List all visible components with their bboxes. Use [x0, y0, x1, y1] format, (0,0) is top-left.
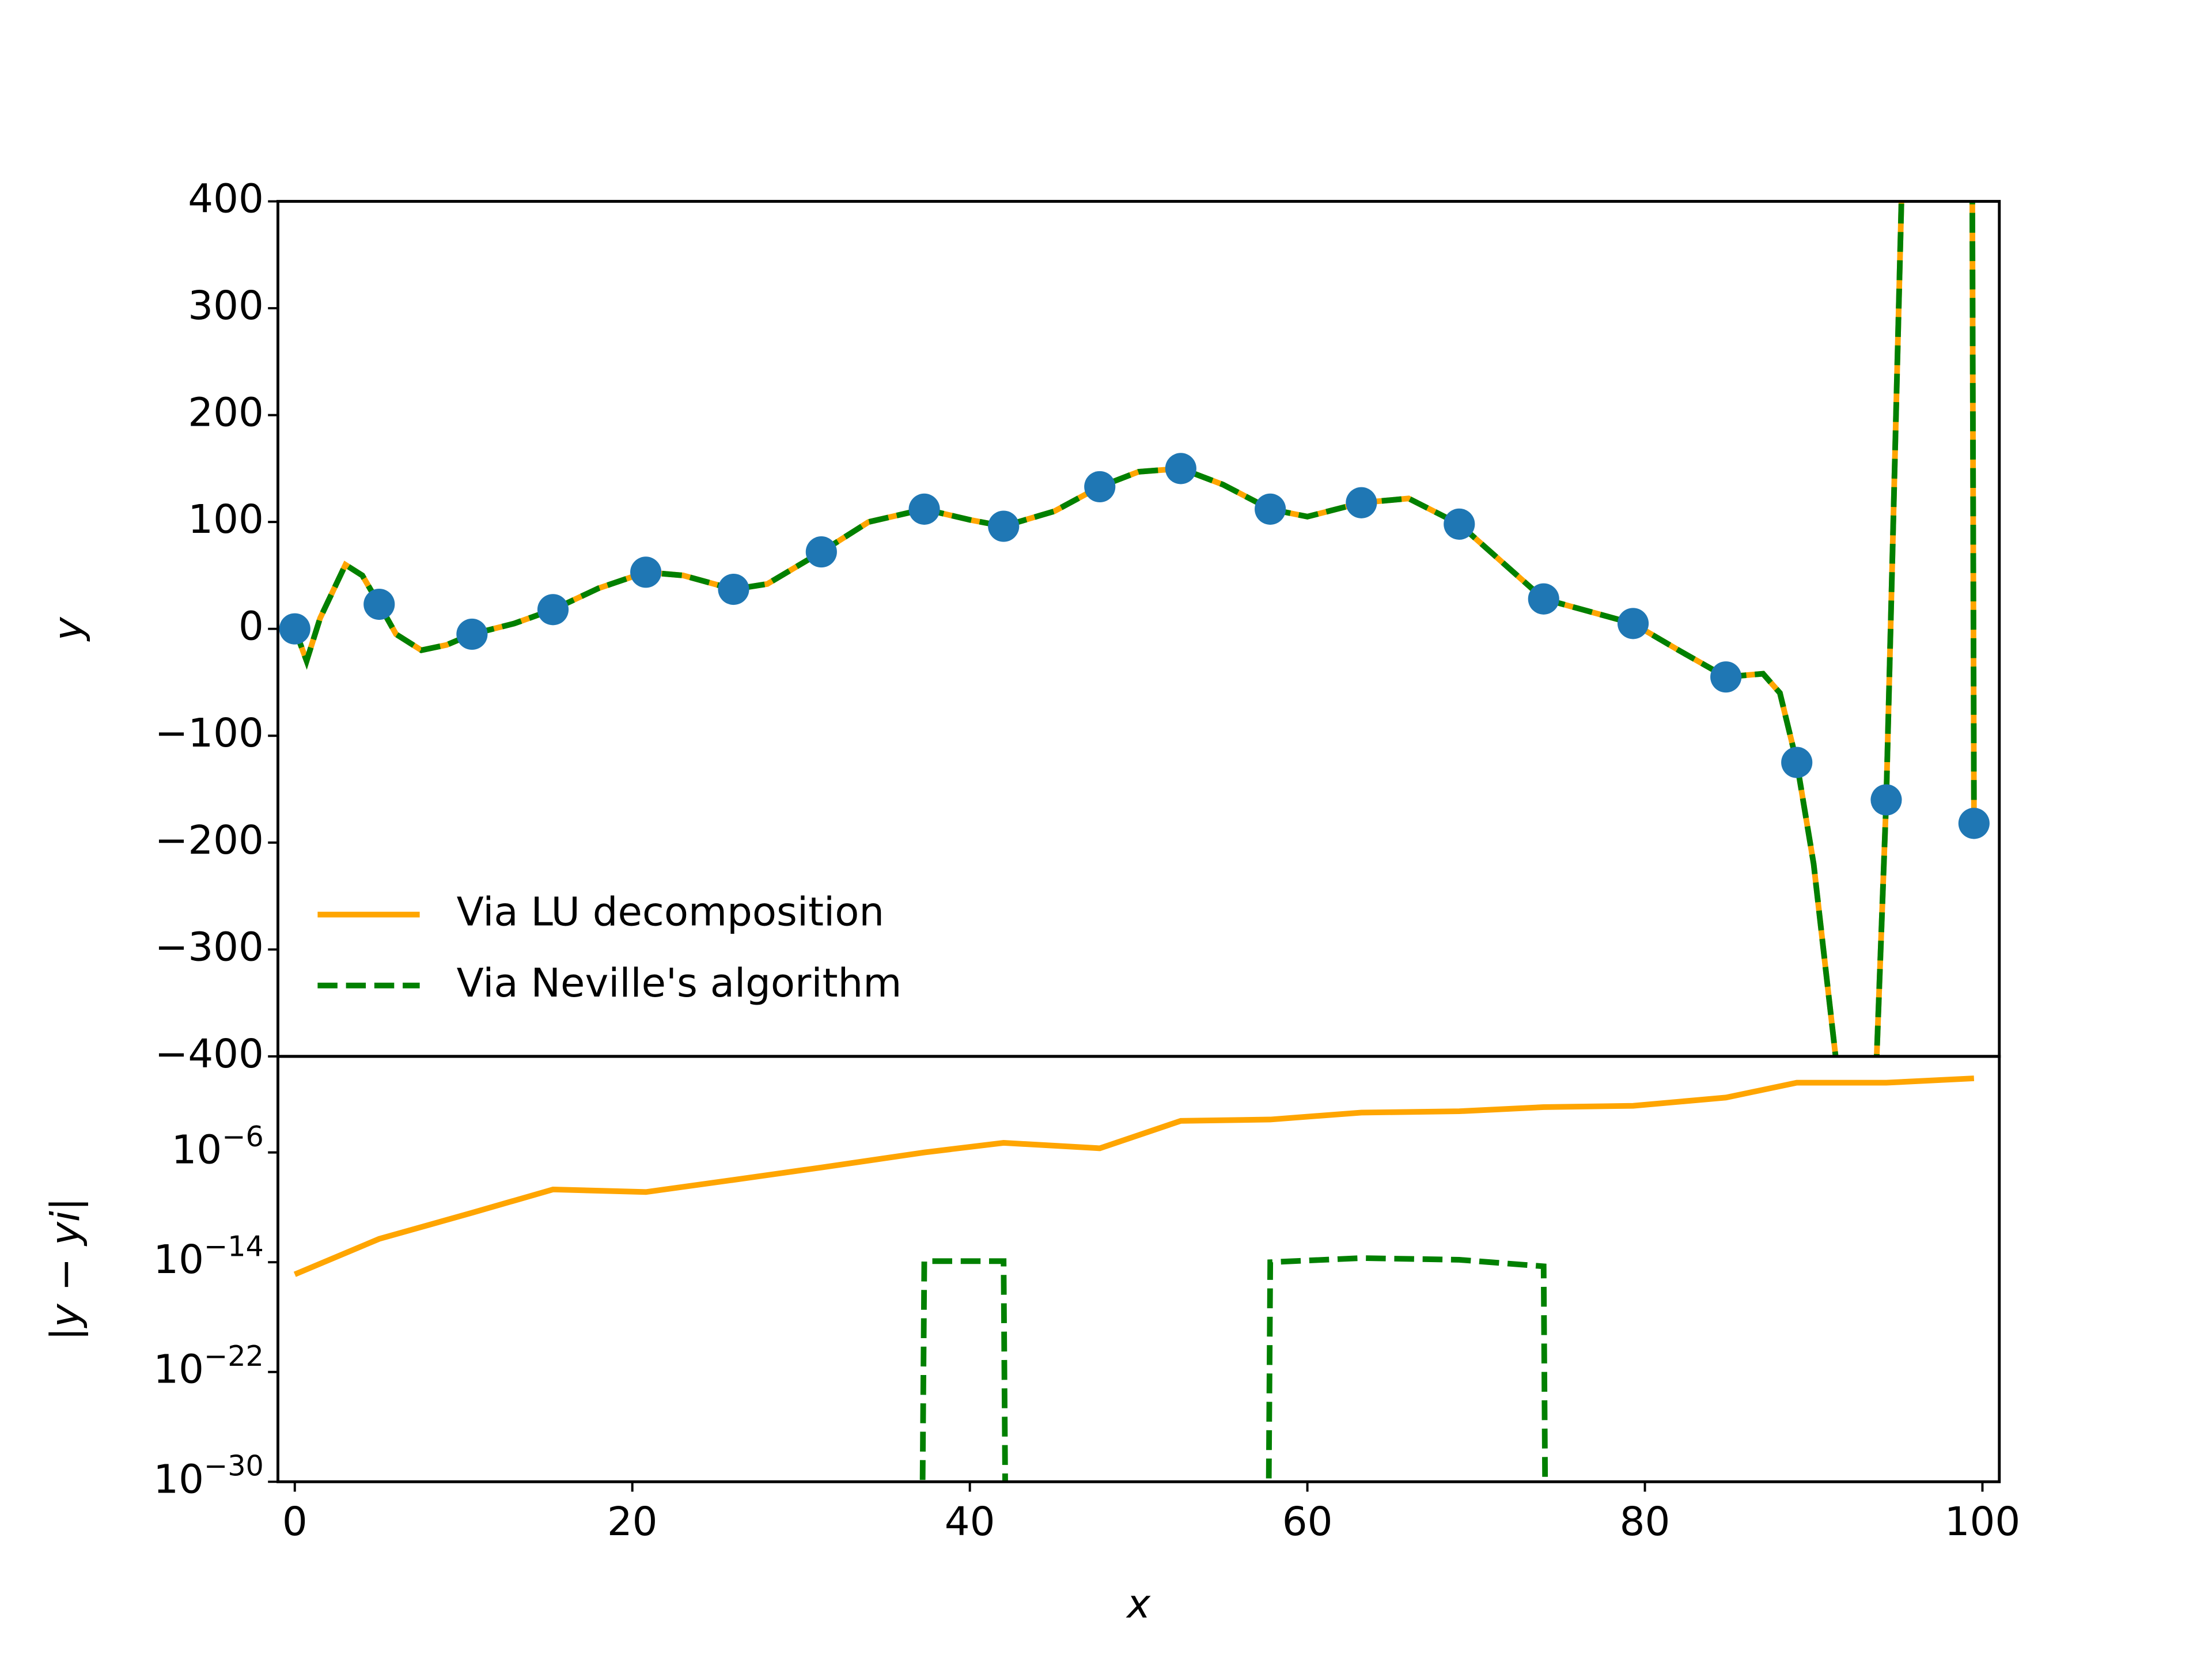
data-point	[1528, 583, 1559, 615]
data-point	[1958, 808, 1990, 839]
y-tick-label: 200	[188, 390, 264, 436]
legend-label: Via LU decomposition	[457, 889, 884, 935]
data-point	[988, 510, 1020, 542]
axes-frame	[276, 1055, 2001, 1483]
x-tick-label: 0	[282, 1499, 308, 1545]
y-tick-label: 10−14	[153, 1229, 264, 1283]
x-tick-label: 80	[1620, 1499, 1671, 1545]
y-tick-label: −400	[155, 1031, 264, 1077]
x-axis-label: x	[1126, 1581, 1151, 1627]
y-tick-label: 10−30	[153, 1449, 264, 1502]
x-tick-label: 100	[1945, 1499, 2021, 1545]
data-point	[1444, 508, 1475, 540]
y-tick-label: 100	[188, 497, 264, 543]
y-tick-label: 400	[188, 176, 264, 222]
y-tick-label: −300	[155, 924, 264, 970]
x-tick-label: 40	[945, 1499, 995, 1545]
line-series	[293, 1075, 1975, 1277]
data-point	[630, 556, 662, 588]
y-tick-label: 300	[188, 283, 264, 329]
data-point	[805, 536, 837, 568]
y-tick-label: −100	[155, 710, 264, 756]
data-point	[1084, 471, 1116, 503]
y-tick-label: 0	[238, 604, 264, 650]
plot-area	[293, 1075, 1975, 1482]
data-point	[456, 618, 488, 650]
data-point	[537, 594, 569, 626]
y-tick-label: 10−22	[153, 1339, 264, 1393]
x-tick-label: 60	[1282, 1499, 1333, 1545]
y-axis-label: y	[46, 616, 92, 642]
data-point	[1165, 453, 1196, 484]
data-point	[908, 493, 940, 525]
y-tick-label: −200	[155, 817, 264, 863]
data-point	[1870, 784, 1902, 816]
data-point	[279, 613, 310, 645]
data-point	[1781, 747, 1813, 778]
data-point	[718, 573, 749, 605]
legend-label: Via Neville's algorithm	[457, 960, 902, 1006]
data-point	[1346, 487, 1377, 518]
data-point	[1255, 493, 1286, 525]
data-point	[1710, 661, 1742, 693]
x-tick-label: 20	[607, 1499, 658, 1545]
data-point	[363, 588, 395, 620]
y-axis-label: |y − yi|	[43, 1198, 89, 1341]
y-tick-label: 10−6	[172, 1119, 264, 1173]
data-point	[1617, 608, 1649, 639]
